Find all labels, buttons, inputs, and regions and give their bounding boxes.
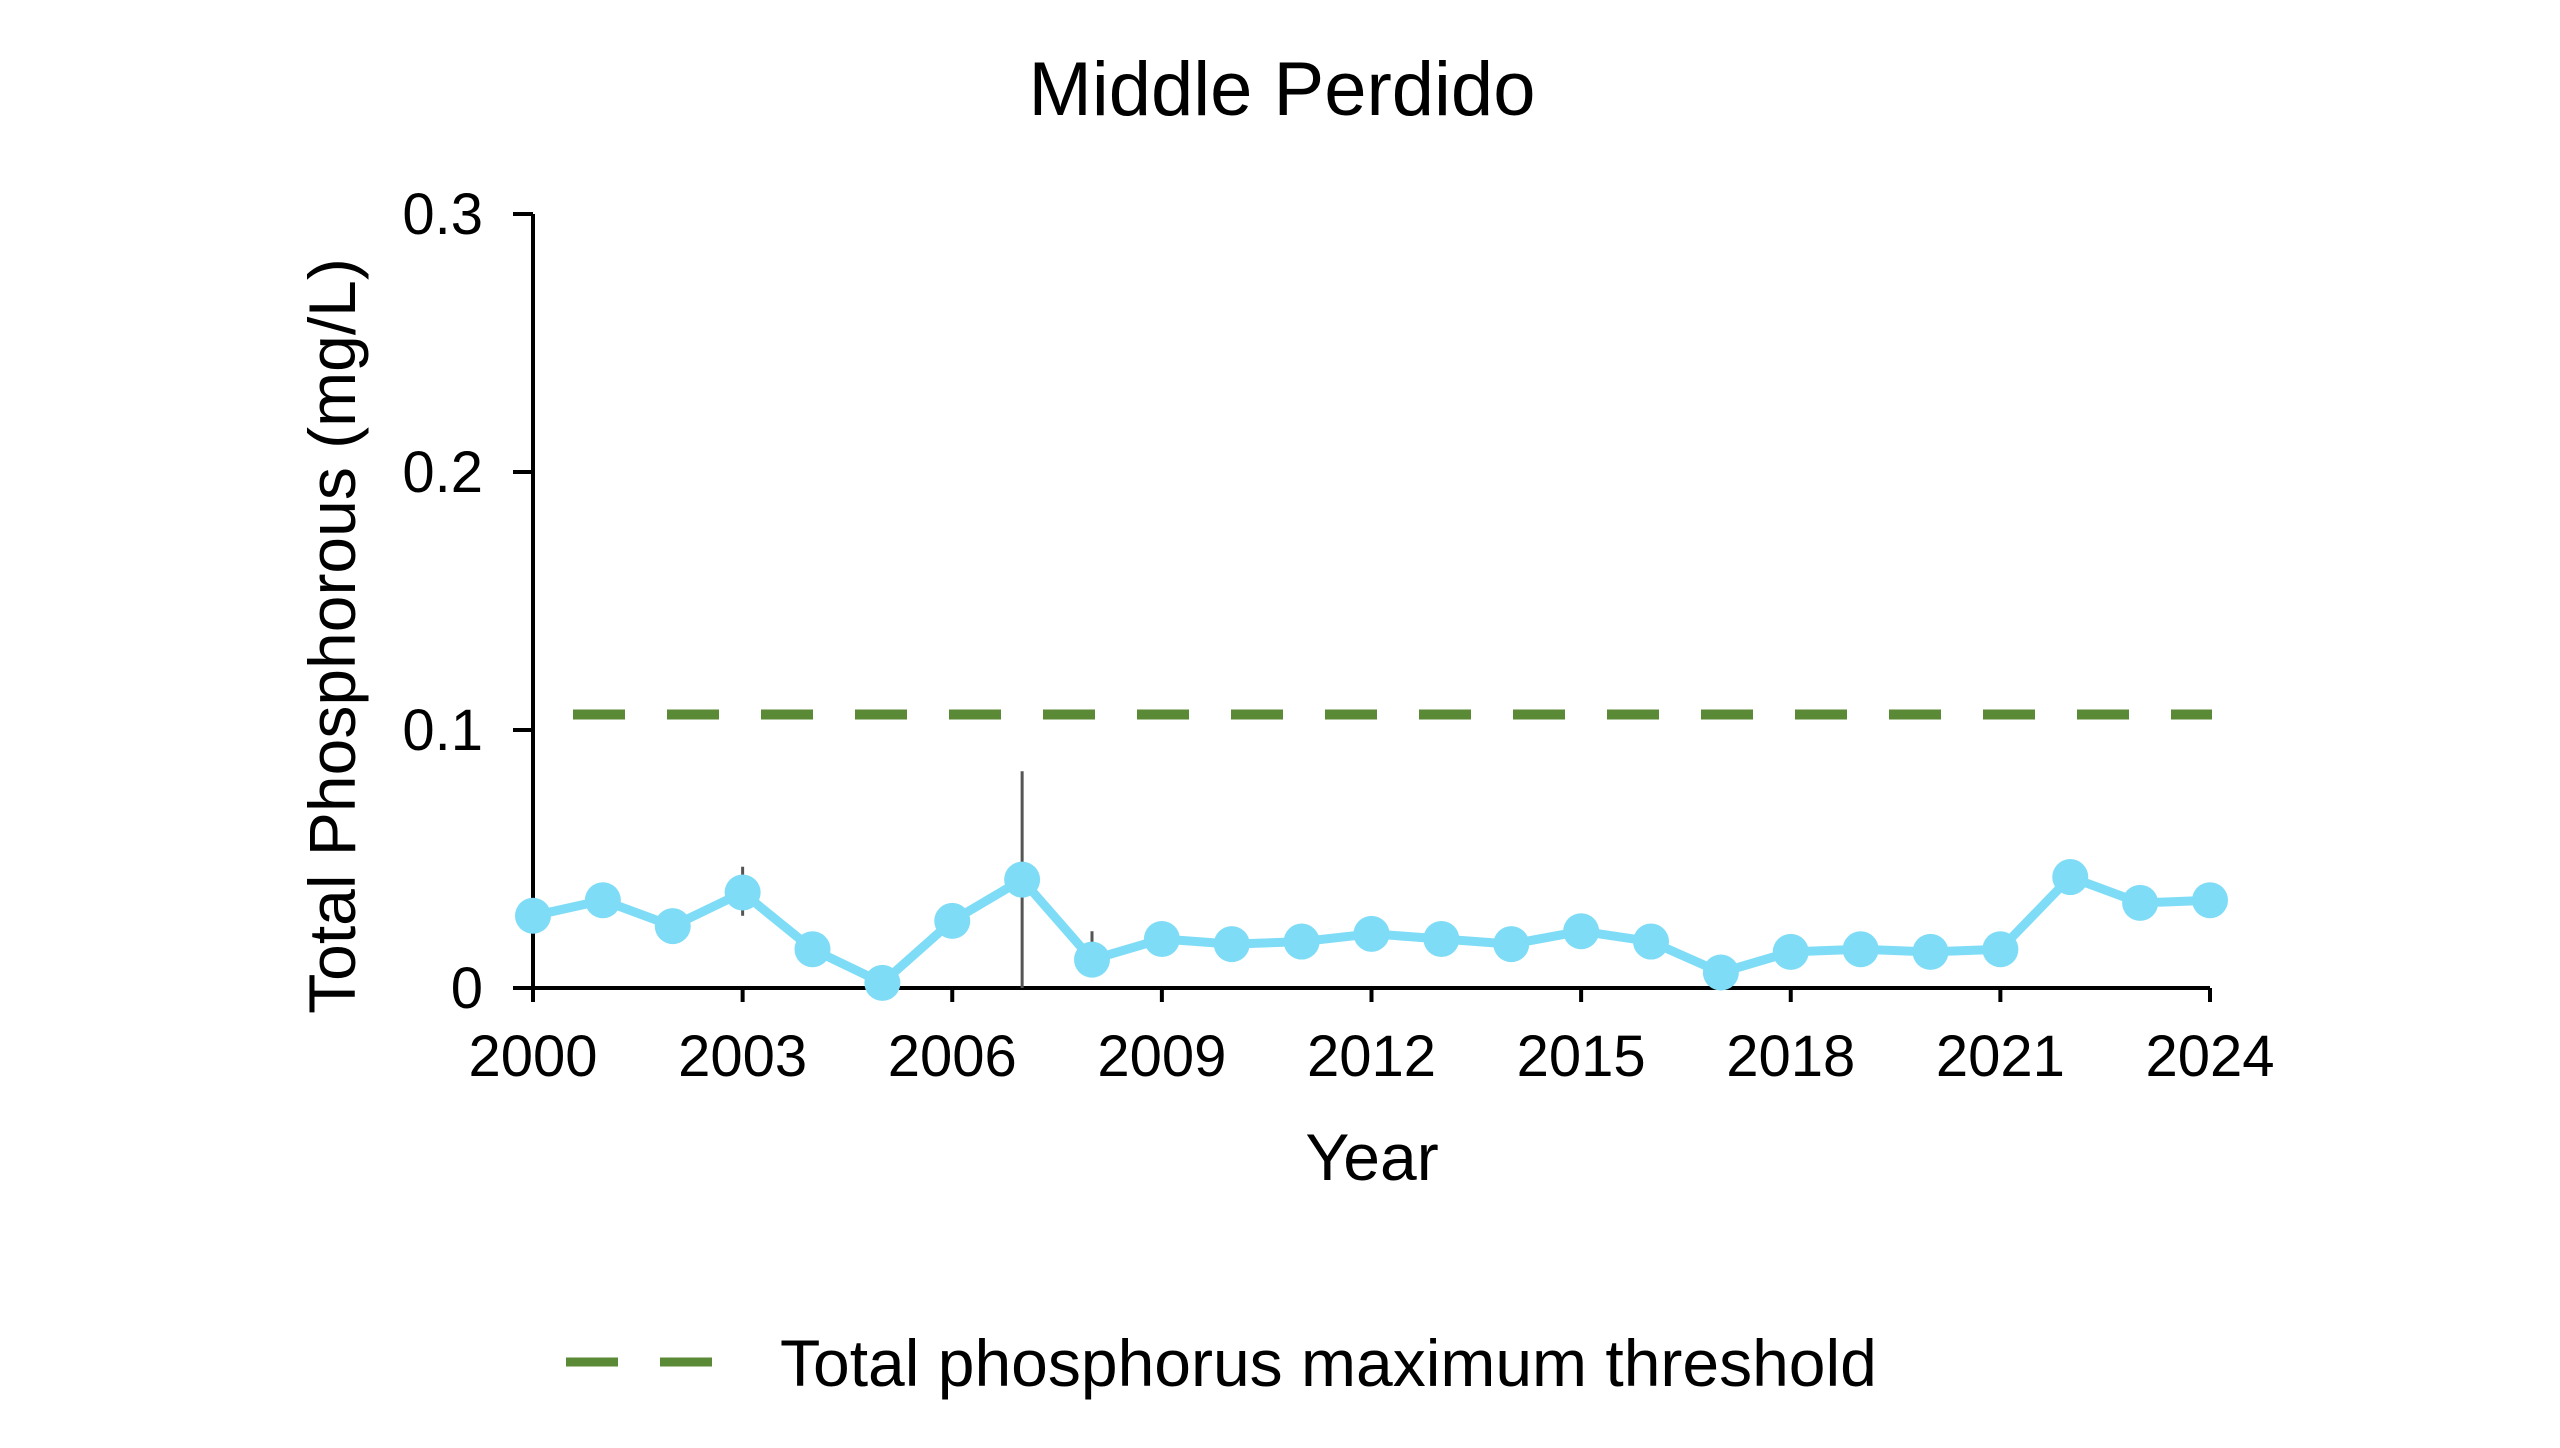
x-axis-title: Year [1305,1120,1438,1194]
data-point [1912,933,1949,970]
data-point [1004,861,1041,898]
data-point [1143,920,1180,957]
x-tick-label: 2012 [1307,1024,1436,1089]
y-axis-title: Total Phosphorous (mg/L) [295,258,369,1014]
x-tick-label: 2018 [1726,1024,1855,1089]
data-point [934,902,971,939]
data-point [1982,931,2019,968]
data-point [1563,913,1600,950]
x-tick-label: 2006 [888,1024,1017,1089]
data-point [1772,933,1809,970]
data-point [1702,954,1739,991]
y-tick-label: 0.1 [402,698,483,763]
data-point [2192,882,2228,919]
y-tick-label: 0.2 [402,440,483,505]
chart-title: Middle Perdido [1029,47,1536,132]
x-tick-label: 2003 [678,1024,807,1089]
data-point [2122,884,2159,921]
x-tick-label: 2009 [1097,1024,1226,1089]
data-point [2052,859,2089,896]
data-point [1633,923,1669,960]
data-point [864,964,901,1001]
data-point [724,874,761,911]
data-point [794,931,831,968]
x-tick-label: 2021 [1936,1024,2065,1089]
axes: 0 0.1 0.2 0.3 2000 2003 2006 2009 2012 2015 2018 20… [402,182,2274,1089]
data-point [1493,926,1530,963]
data-point [1842,931,1879,968]
data-point [1423,920,1460,957]
data-point [1074,941,1110,978]
x-tick-label: 2015 [1517,1024,1646,1089]
data-point [584,882,621,919]
y-tick-label: 0 [451,956,483,1021]
legend-label-threshold: Total phosphorus maximum threshold [780,1326,1877,1400]
x-tick-label: 2024 [2145,1024,2274,1089]
data-point [1213,926,1250,963]
data-point [1353,915,1390,952]
data-point [515,897,551,934]
data-point [654,908,691,945]
data-point [1283,923,1320,960]
y-tick-label: 0.3 [402,182,483,247]
series-layer [515,859,2228,1001]
legend: Total phosphorus maximum threshold [566,1326,1877,1400]
x-tick-label: 2000 [468,1024,597,1089]
